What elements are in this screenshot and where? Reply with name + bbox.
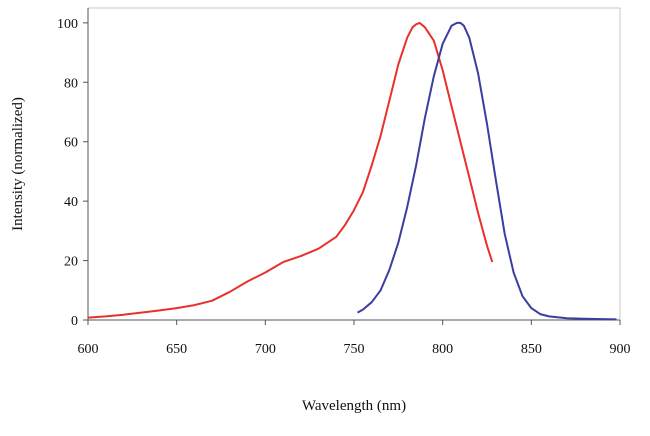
y-tick-label: 80	[64, 76, 78, 91]
x-tick-label: 600	[78, 342, 99, 357]
x-tick-label: 900	[610, 342, 631, 357]
y-tick-label: 40	[64, 195, 78, 210]
y-tick-label: 0	[71, 314, 78, 329]
plot-frame	[87, 7, 621, 321]
x-tick-label: 750	[344, 342, 365, 357]
series-line-blue	[357, 21, 617, 321]
y-axis-title: Intensity (normalized)	[10, 97, 26, 231]
x-tick-label: 650	[166, 342, 187, 357]
x-tick-label: 850	[521, 342, 542, 357]
series-line-red	[87, 21, 494, 319]
y-tick-label: 60	[64, 136, 78, 151]
y-tick-label: 100	[57, 17, 78, 32]
x-tick-label: 700	[255, 342, 276, 357]
x-axis-title: Wavelength (nm)	[302, 398, 406, 414]
y-ticks: 0 20 40 60 80 100	[57, 17, 88, 329]
x-ticks: 600 650 700 750 800 850 900	[78, 320, 631, 357]
y-tick-label: 20	[64, 255, 78, 270]
series-layer	[87, 21, 617, 321]
x-tick-label: 800	[432, 342, 453, 357]
